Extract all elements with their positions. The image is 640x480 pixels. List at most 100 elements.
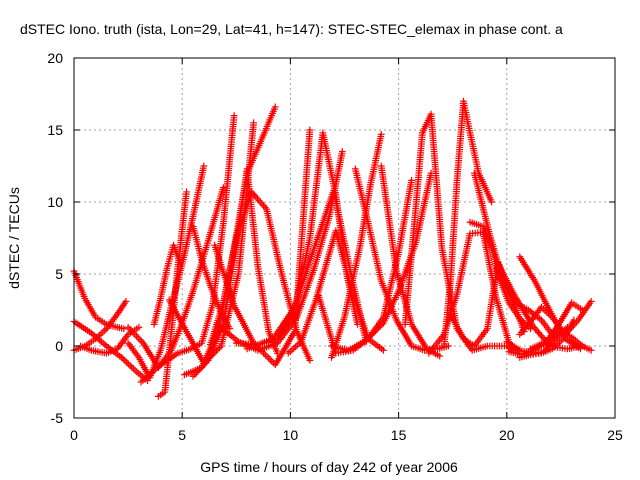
data-point-run: [71, 269, 88, 300]
data-point-run: [378, 280, 399, 322]
data-point: [587, 297, 595, 305]
data-point-run: [410, 131, 426, 232]
x-tick-label: 20: [499, 427, 515, 443]
data-point-run: [215, 322, 241, 344]
y-tick-label: -5: [51, 410, 64, 426]
y-tick-label: 10: [47, 194, 63, 210]
data-point: [338, 148, 346, 155]
data-point-run: [119, 355, 139, 374]
chart-title: dSTEC Iono. truth (ista, Lon=29, Lat=41,…: [20, 21, 563, 37]
data-point-run: [448, 313, 466, 341]
data-point-run: [176, 346, 193, 356]
data-point: [120, 325, 128, 333]
series-pass: [466, 218, 535, 333]
data-point-run: [570, 300, 584, 312]
data-point-run: [576, 299, 594, 322]
data-point-run: [179, 215, 196, 266]
data-point-run: [115, 332, 131, 351]
data-point: [306, 126, 314, 134]
data-point-run: [72, 319, 93, 336]
data-point-run: [273, 330, 297, 367]
data-point-run: [82, 297, 98, 319]
data-point-run: [83, 336, 97, 348]
data-point: [271, 103, 279, 111]
data-point-run: [550, 337, 565, 351]
x-tick-labels: 0 5 10 15 20 25: [70, 427, 623, 443]
data-point-run: [249, 190, 269, 211]
data-point-run: [552, 325, 570, 342]
data-point-run: [151, 297, 164, 326]
data-point-run: [427, 333, 446, 355]
x-tick-label: 15: [391, 427, 407, 443]
data-point-run: [157, 390, 167, 399]
data-point-run: [298, 297, 319, 343]
data-point: [488, 198, 496, 206]
data-point-run: [94, 327, 109, 341]
data-point-run: [517, 320, 533, 336]
data-point-run: [581, 343, 593, 353]
data-point-run: [378, 164, 400, 273]
x-tick-label: 0: [70, 427, 78, 443]
data-point-run: [254, 265, 272, 333]
y-tick-label: 5: [55, 266, 63, 282]
data-point-run: [198, 304, 216, 345]
data-point-run: [190, 225, 205, 261]
data-point-run: [244, 167, 262, 268]
x-tick-label: 25: [607, 427, 623, 443]
data-point-run: [256, 340, 279, 353]
data-point-run: [413, 172, 434, 244]
data-point-run: [306, 131, 326, 240]
series-pass: [527, 328, 595, 354]
data-point-run: [205, 186, 227, 243]
data-point-run: [218, 311, 233, 331]
y-tick-label: 0: [55, 338, 63, 354]
x-axis-label: GPS time / hours of day 242 of year 2006: [200, 459, 458, 475]
data-point-run: [139, 362, 163, 384]
data-point-run: [563, 336, 582, 351]
data-point-run: [468, 219, 485, 230]
data-point-run: [157, 304, 175, 352]
data-point-run: [286, 339, 303, 355]
series-pass: [503, 323, 571, 357]
data-point: [408, 177, 415, 184]
data-point-run: [480, 225, 495, 250]
plot-frame: [73, 57, 616, 419]
x-tick-label: 10: [283, 427, 299, 443]
data-point-run: [505, 339, 522, 353]
data-point-run: [330, 189, 354, 276]
data-point-run: [199, 258, 213, 287]
series-pass: [440, 97, 496, 350]
data-point: [587, 346, 595, 354]
tick-marks: [73, 57, 616, 419]
data-point-run: [190, 164, 207, 218]
data-point: [380, 346, 387, 354]
data-point-run: [541, 338, 557, 354]
data-point-run: [471, 172, 493, 235]
data-point-run: [454, 232, 473, 296]
data-point-run: [462, 336, 476, 348]
data-point-run: [341, 246, 363, 319]
data-point: [183, 188, 190, 196]
data-point-run: [350, 294, 371, 340]
data-point-run: [351, 336, 370, 353]
data-point-run: [90, 347, 108, 357]
series-pass: [189, 223, 234, 333]
data-point-run: [401, 229, 417, 326]
data-point: [230, 112, 238, 119]
data-point-run: [171, 244, 183, 264]
data-point-run: [116, 324, 125, 332]
series-pass: [150, 241, 184, 328]
data-point-run: [231, 304, 256, 345]
data-point-run: [313, 229, 339, 300]
data-point-run: [440, 280, 454, 348]
data-point-run: [366, 336, 385, 353]
data-point: [306, 357, 314, 364]
data-point-run: [126, 325, 145, 345]
data-point-run: [245, 336, 275, 352]
y-tick-label: 15: [47, 122, 63, 138]
data-point: [219, 184, 227, 191]
data-point-run: [529, 339, 547, 352]
data-point-run: [427, 113, 446, 250]
data-point-run: [472, 327, 490, 348]
